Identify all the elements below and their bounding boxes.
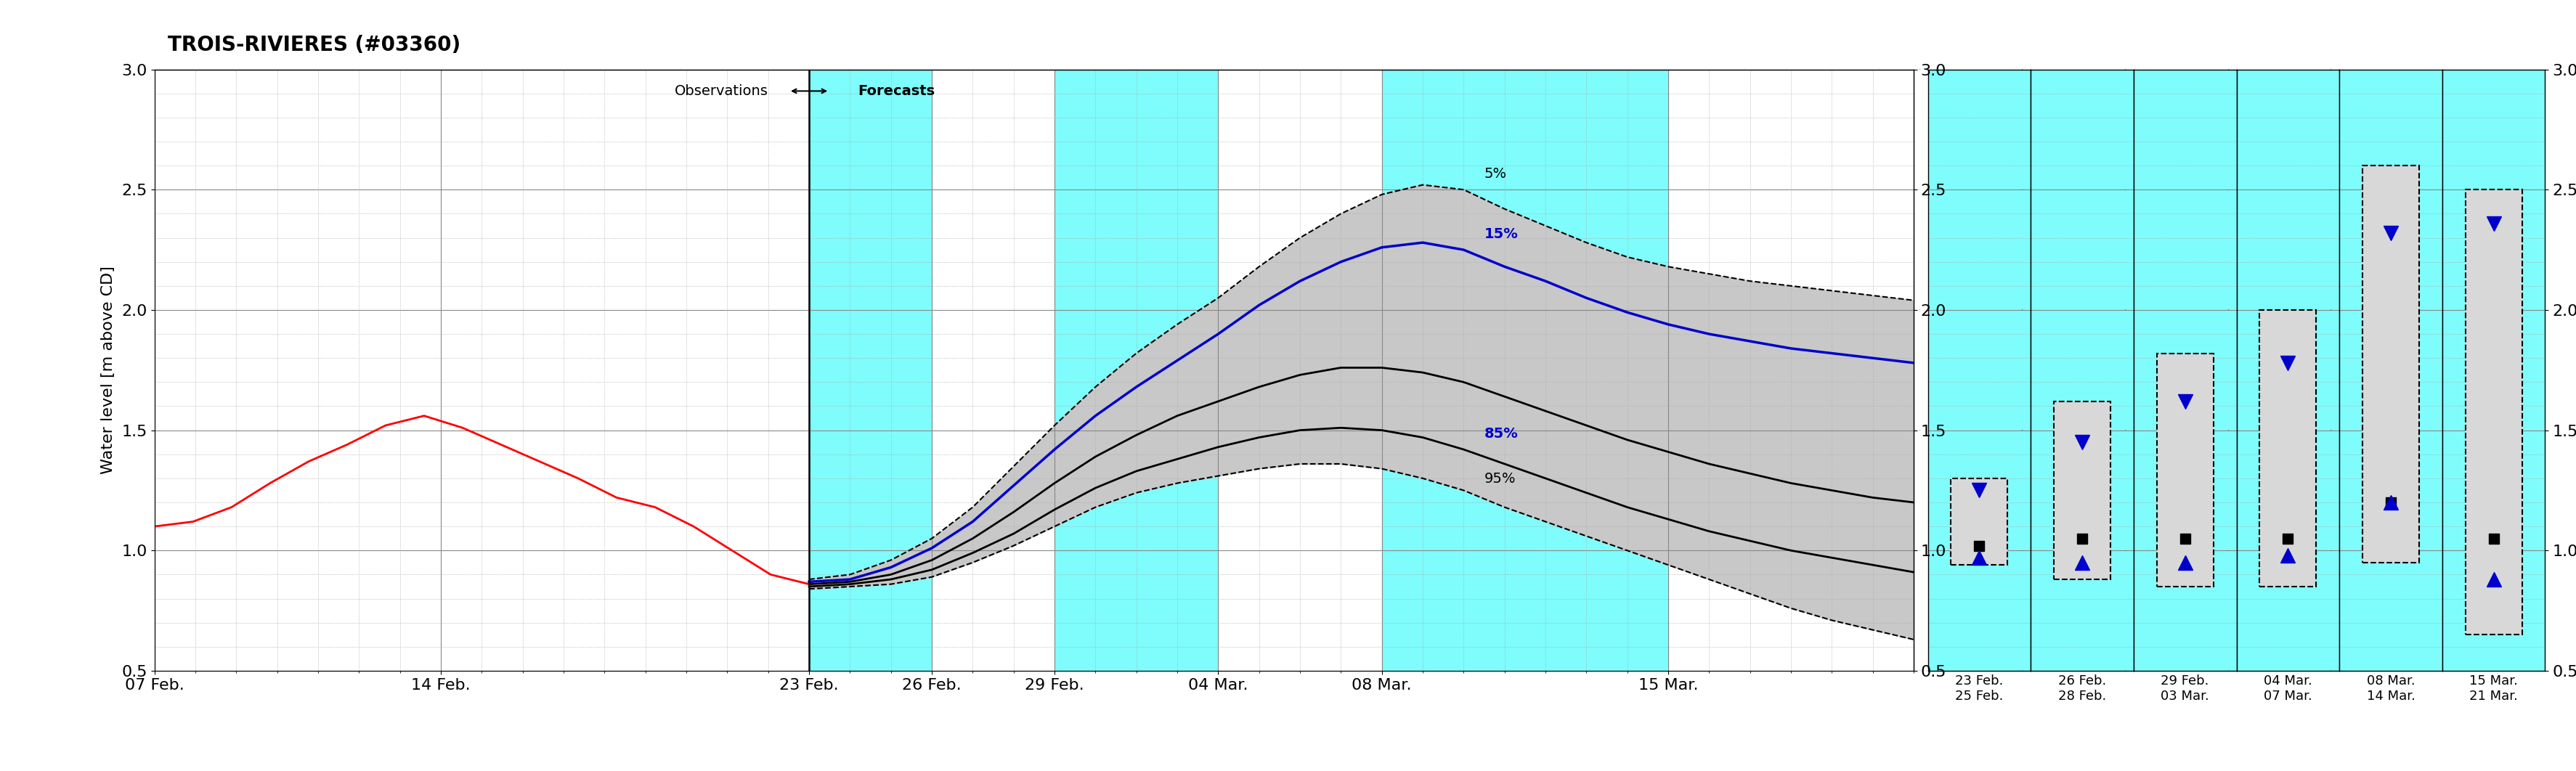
Text: 5%: 5% <box>1484 167 1507 180</box>
Bar <box>2259 310 2316 587</box>
Text: 85%: 85% <box>1484 426 1517 440</box>
Bar <box>1950 478 2007 565</box>
Bar <box>2156 353 2213 587</box>
Bar <box>2465 190 2522 635</box>
X-axis label: 04 Mar.
07 Mar.: 04 Mar. 07 Mar. <box>2264 675 2313 703</box>
X-axis label: 26 Feb.
28 Feb.: 26 Feb. 28 Feb. <box>2058 675 2107 703</box>
Bar <box>1950 478 2007 565</box>
Bar <box>2362 166 2419 563</box>
X-axis label: 08 Mar.
14 Mar.: 08 Mar. 14 Mar. <box>2367 675 2416 703</box>
Bar <box>2156 353 2213 587</box>
Text: TROIS-RIVIERES (#03360): TROIS-RIVIERES (#03360) <box>167 35 461 55</box>
Y-axis label: Water level [m above CD]: Water level [m above CD] <box>100 266 116 474</box>
X-axis label: 29 Feb.
03 Mar.: 29 Feb. 03 Mar. <box>2161 675 2210 703</box>
Bar <box>2465 190 2522 635</box>
Text: 15%: 15% <box>1484 227 1517 241</box>
X-axis label: 15 Mar.
21 Mar.: 15 Mar. 21 Mar. <box>2470 675 2517 703</box>
Bar <box>1381 69 1669 671</box>
X-axis label: 23 Feb.
25 Feb.: 23 Feb. 25 Feb. <box>1955 675 2004 703</box>
Bar <box>809 69 933 671</box>
Bar <box>1054 69 1218 671</box>
Bar <box>2053 402 2110 579</box>
Text: 95%: 95% <box>1484 473 1515 486</box>
Text: Forecasts: Forecasts <box>858 84 935 98</box>
Text: Observations: Observations <box>675 84 768 98</box>
Bar <box>2362 166 2419 563</box>
Bar <box>2053 402 2110 579</box>
Bar <box>2259 310 2316 587</box>
